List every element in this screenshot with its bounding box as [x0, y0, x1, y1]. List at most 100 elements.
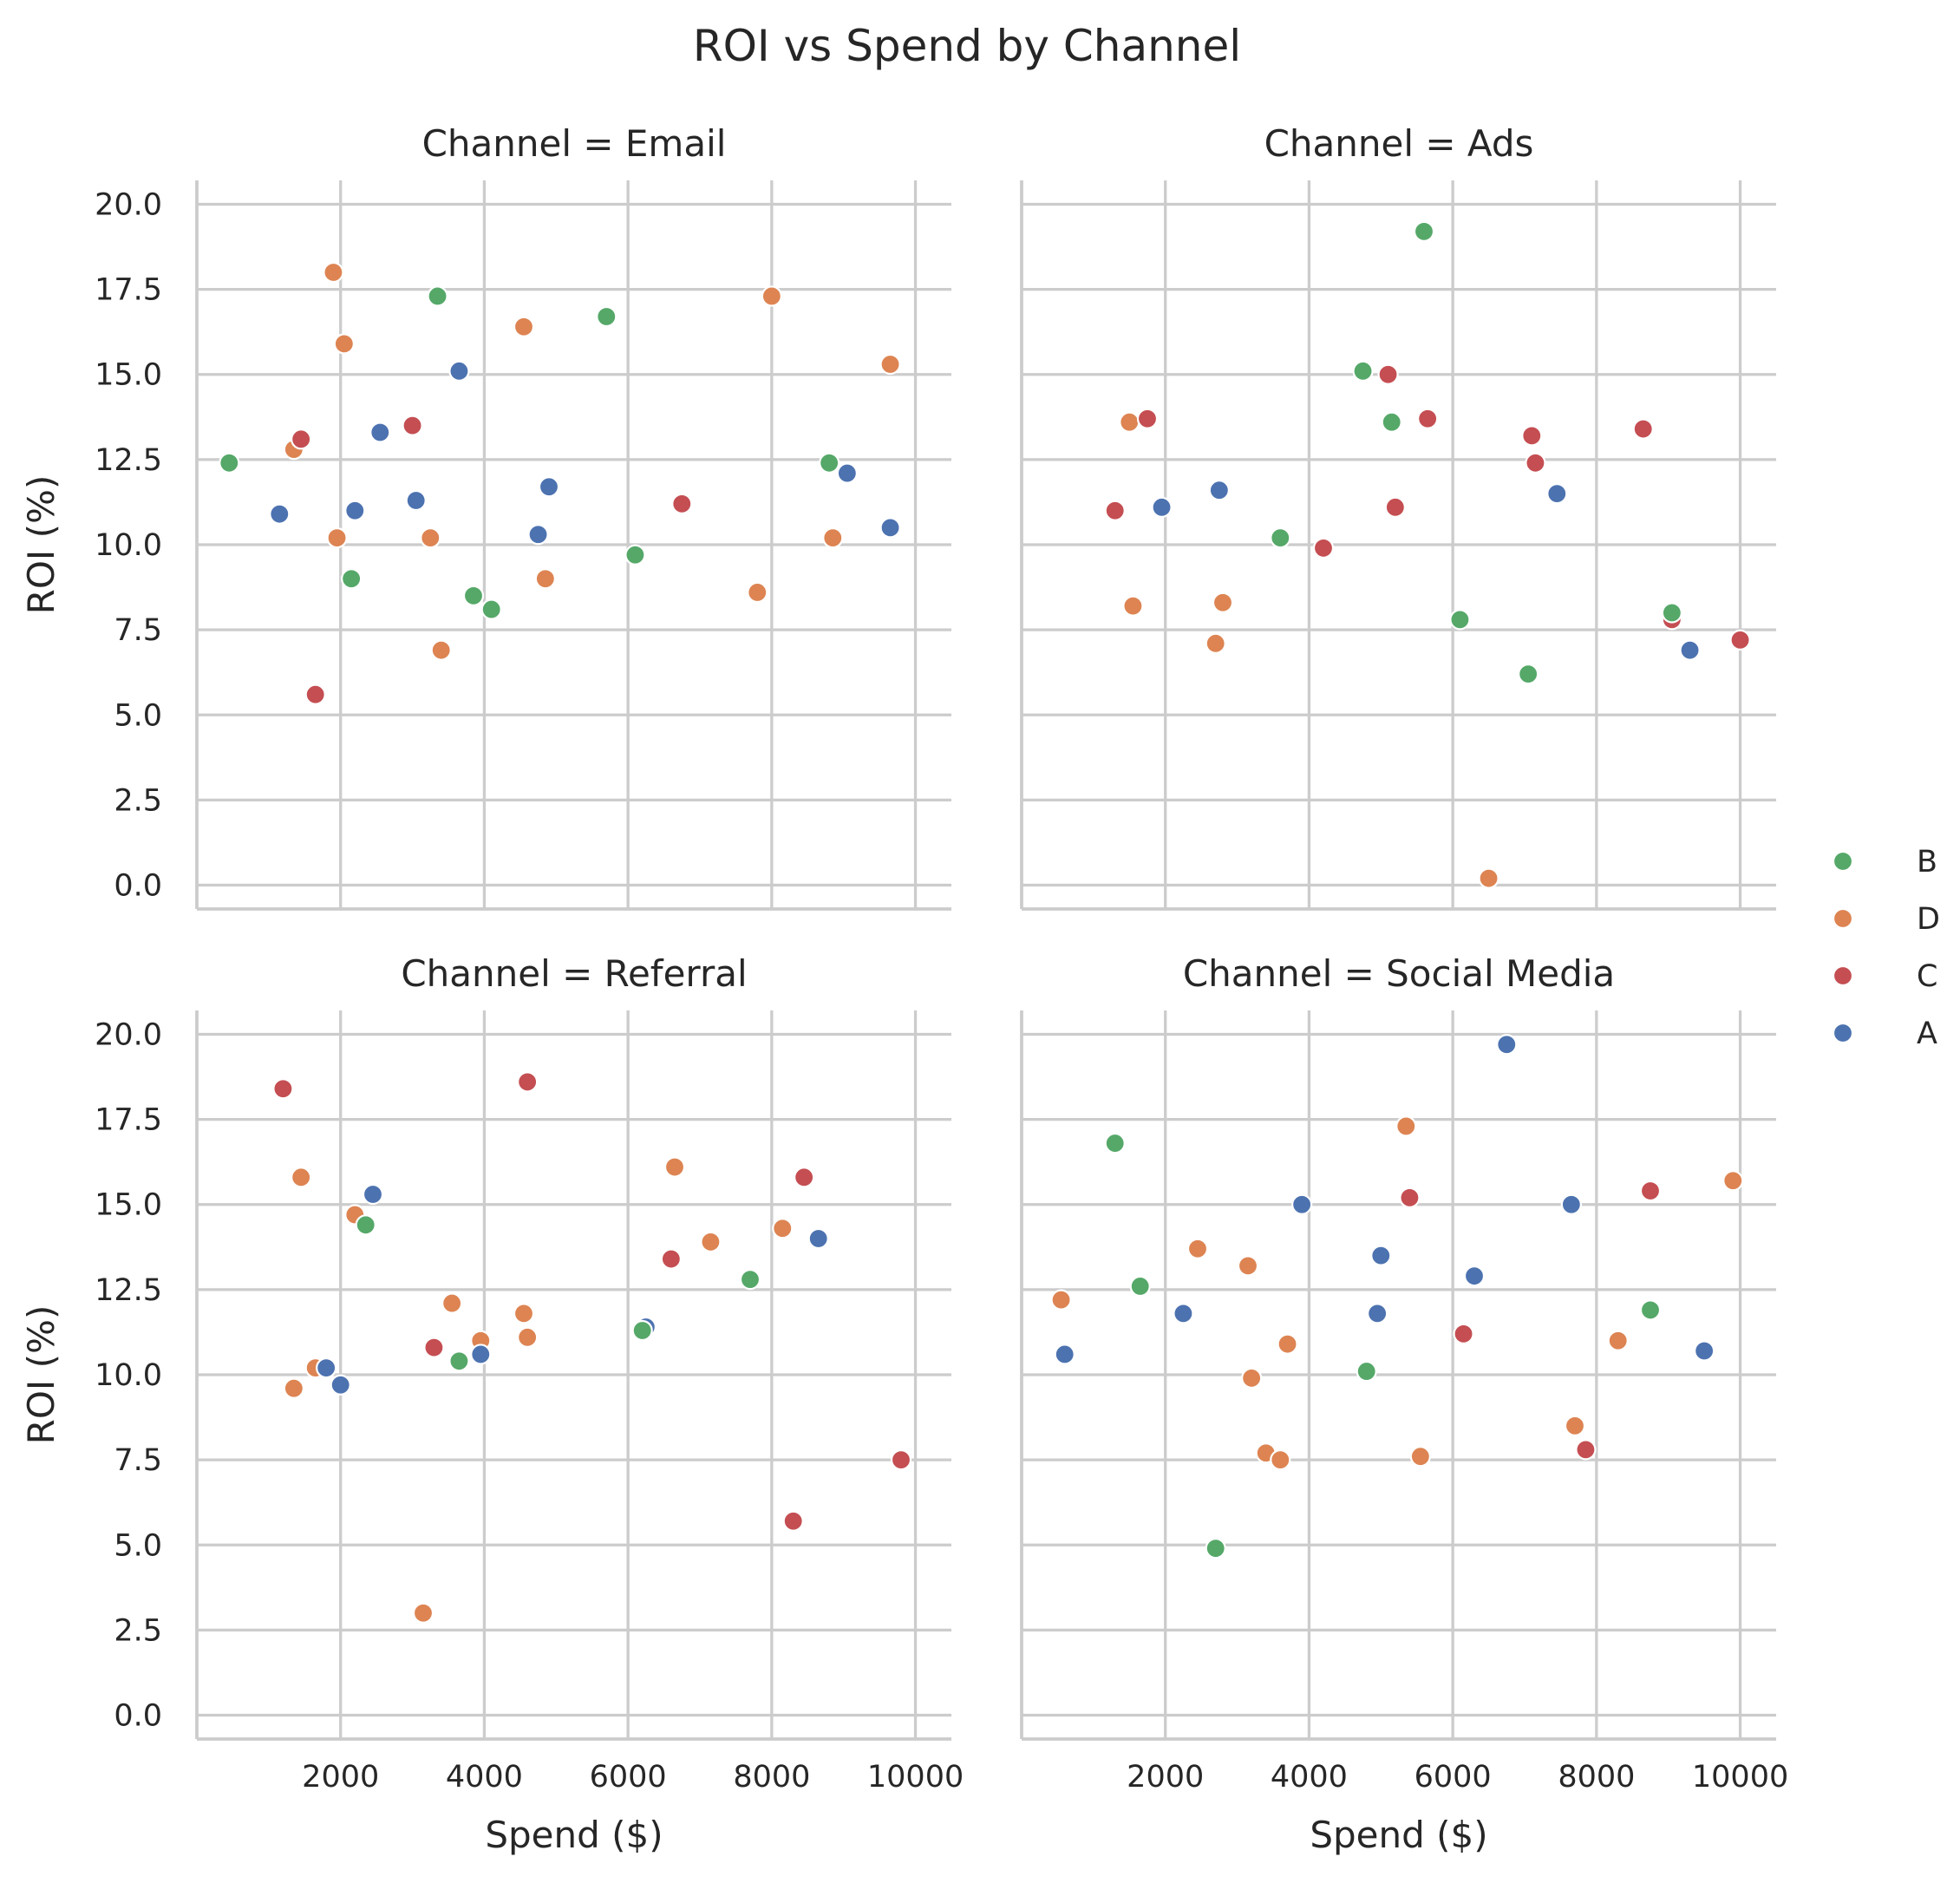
- scatter-point: [1136, 408, 1159, 429]
- scatter-point: [427, 285, 448, 307]
- scatter-point: [1205, 1538, 1226, 1559]
- facet-title: Channel = Email: [422, 122, 727, 165]
- scatter-point: [1186, 1238, 1209, 1259]
- scatter-point: [283, 1377, 304, 1399]
- y-axis-label: ROI (%): [20, 1305, 62, 1445]
- scatter-point: [794, 1167, 815, 1188]
- scatter-point: [1453, 1323, 1474, 1344]
- x-tick-label: 8000: [1558, 1760, 1635, 1795]
- scatter-point: [671, 493, 693, 514]
- scatter-point: [1729, 629, 1751, 651]
- scatter-point: [663, 1156, 686, 1178]
- scatter-point: [739, 1268, 761, 1291]
- scatter-point: [344, 500, 366, 521]
- scatter-point: [747, 581, 768, 604]
- scatter-point: [470, 1344, 492, 1365]
- scatter-point: [890, 1449, 912, 1471]
- scatter-point: [1356, 1360, 1377, 1383]
- scatter-point: [879, 353, 901, 376]
- scatter-point: [291, 1167, 312, 1188]
- scatter-point: [513, 316, 535, 337]
- scatter-point: [1417, 408, 1439, 429]
- scatter-point: [879, 517, 901, 539]
- x-tick-label: 10000: [867, 1760, 964, 1795]
- scatter-point: [1607, 1330, 1629, 1351]
- scatter-point: [1212, 592, 1234, 613]
- scatter-point: [527, 524, 549, 546]
- scatter-point: [807, 1227, 829, 1250]
- scatter-point: [1518, 664, 1539, 685]
- scatter-point: [441, 1292, 463, 1314]
- legend-marker: [1832, 907, 1854, 930]
- y-tick-label: 17.5: [95, 273, 162, 308]
- scatter-point: [1564, 1415, 1586, 1436]
- y-tick-label: 10.0: [95, 528, 162, 563]
- legend-label: A: [1917, 1017, 1937, 1051]
- scatter-point: [333, 333, 355, 355]
- scatter-point: [1478, 867, 1499, 889]
- facet-title: Channel = Ads: [1264, 122, 1534, 165]
- scatter-point: [1722, 1170, 1744, 1192]
- scatter-point: [1119, 411, 1140, 433]
- scatter-point: [1277, 1333, 1298, 1355]
- scatter-point: [405, 489, 427, 512]
- scatter-point: [420, 527, 441, 549]
- legend-marker: [1832, 1022, 1854, 1044]
- y-tick-label: 0.0: [114, 1699, 162, 1734]
- scatter-point: [1679, 639, 1701, 661]
- scatter-point: [761, 285, 782, 307]
- scatter-point: [1413, 220, 1435, 242]
- scatter-point: [1367, 1303, 1388, 1324]
- x-tick-label: 6000: [1414, 1760, 1492, 1795]
- scatter-point: [423, 1337, 445, 1358]
- scatter-point: [836, 462, 858, 484]
- scatter-point: [1205, 632, 1226, 654]
- scatter-point: [782, 1510, 804, 1532]
- y-tick-label: 2.5: [114, 783, 162, 818]
- scatter-point: [513, 1303, 535, 1324]
- scatter-point: [1291, 1193, 1313, 1215]
- y-tick-label: 5.0: [114, 1528, 162, 1563]
- scatter-point: [448, 360, 470, 382]
- y-tick-label: 15.0: [95, 1188, 162, 1223]
- x-axis-label: Spend ($): [485, 1814, 663, 1856]
- y-tick-label: 5.0: [114, 698, 162, 733]
- scatter-point: [1546, 483, 1568, 505]
- scatter-point: [1122, 595, 1144, 617]
- x-tick-label: 2000: [1127, 1760, 1204, 1795]
- scatter-point: [1104, 1132, 1126, 1154]
- chart-title: ROI vs Spend by Channel: [693, 21, 1241, 71]
- scatter-point: [1632, 418, 1654, 440]
- scatter-point: [1370, 1245, 1392, 1266]
- scatter-point: [323, 261, 344, 284]
- scatter-point: [1377, 363, 1399, 385]
- scatter-point: [1463, 1265, 1486, 1287]
- scatter-point: [822, 527, 844, 549]
- scatter-point: [624, 544, 646, 566]
- scatter-point: [1129, 1275, 1151, 1298]
- scatter-point: [355, 1214, 376, 1236]
- scatter-point: [1270, 1449, 1291, 1471]
- x-tick-label: 2000: [302, 1760, 379, 1795]
- scatter-point: [819, 452, 840, 474]
- scatter-point: [1050, 1289, 1072, 1311]
- scatter-point: [1521, 425, 1543, 447]
- scatter-point: [517, 1071, 539, 1093]
- facet-panel: Channel = Ads: [1020, 122, 1776, 911]
- scatter-point: [402, 415, 423, 436]
- legend-marker: [1832, 964, 1854, 987]
- y-tick-label: 20.0: [95, 187, 162, 222]
- scatter-point: [1661, 602, 1682, 624]
- y-tick-label: 15.0: [95, 358, 162, 393]
- scatter-point: [1151, 496, 1173, 518]
- scatter-point: [1104, 500, 1126, 521]
- scatter-point: [480, 598, 502, 620]
- y-tick-label: 2.5: [114, 1613, 162, 1648]
- scatter-point: [534, 568, 556, 590]
- y-axis-label: ROI (%): [20, 475, 62, 615]
- x-tick-label: 6000: [590, 1760, 667, 1795]
- scatter-point: [1525, 452, 1546, 474]
- y-tick-label: 12.5: [95, 1273, 162, 1308]
- scatter-point: [412, 1602, 434, 1624]
